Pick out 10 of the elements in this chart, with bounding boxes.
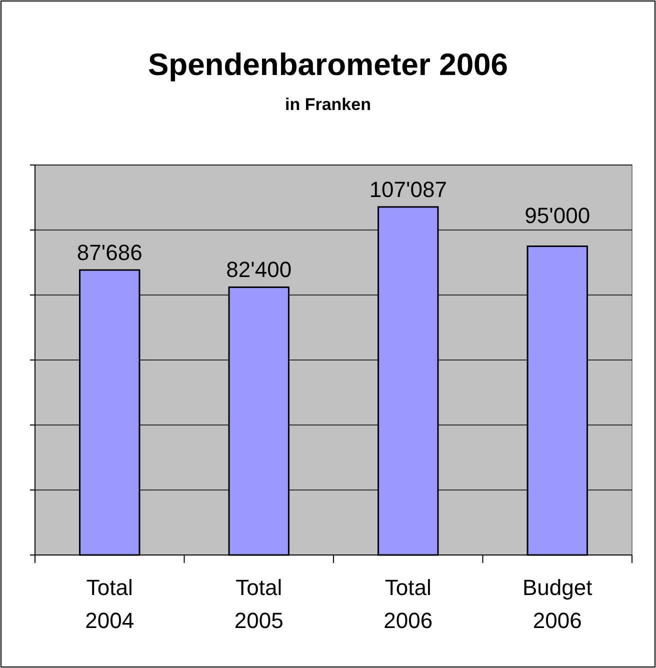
x-tick-label: Total 2005: [234, 575, 284, 633]
data-label: 82'400: [226, 257, 292, 282]
data-label: 95'000: [524, 203, 590, 228]
data-label: 87'686: [76, 240, 142, 266]
chart-title: Spendenbarometer 2006: [148, 47, 508, 82]
x-tick-label: Total 2004: [85, 575, 134, 633]
x-tick-label: Total 2006: [384, 575, 433, 633]
x-tick-label: Budget 2006: [522, 575, 592, 633]
chart-subtitle: in Franken: [285, 95, 371, 114]
data-label: 107'087: [369, 176, 447, 202]
